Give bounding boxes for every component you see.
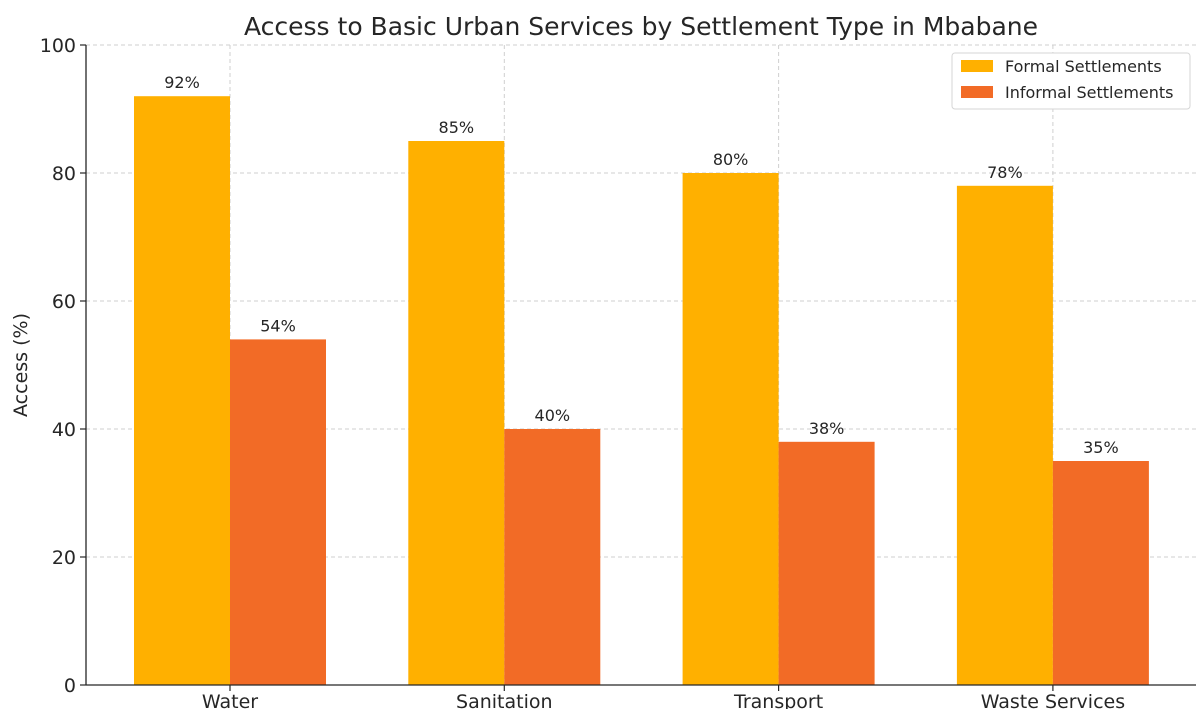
bar-formal-3 <box>956 185 1053 686</box>
data-label: 80% <box>713 150 749 169</box>
y-axis-ticks: 0 20 40 60 80 100 <box>40 35 86 697</box>
bar-informal-1 <box>504 429 601 685</box>
data-label: 92% <box>164 73 200 92</box>
y-tick-label: 0 <box>64 675 76 697</box>
legend-swatch-formal <box>961 60 993 72</box>
y-tick-label: 40 <box>52 419 76 441</box>
y-tick-label: 20 <box>52 547 76 569</box>
data-label: 35% <box>1083 438 1119 457</box>
legend-box <box>951 52 1191 110</box>
data-labels: 92% 85% 80% 78% 54% 40% 38% 35% <box>164 73 1118 457</box>
axes <box>85 45 1196 686</box>
data-label: 38% <box>809 419 845 438</box>
data-label: 54% <box>260 316 296 335</box>
bar-informal-3 <box>1052 461 1149 685</box>
x-category-label: Water <box>202 691 258 709</box>
data-label: 85% <box>439 118 475 137</box>
x-category-label: Waste Services <box>981 691 1125 709</box>
bar-formal-0 <box>134 96 230 685</box>
legend-label-formal: Formal Settlements <box>1005 57 1162 76</box>
x-category-label: Transport <box>733 691 823 709</box>
x-axis-categories: Water Sanitation Transport Waste Services <box>202 685 1125 713</box>
x-category-label: Sanitation <box>456 691 553 709</box>
y-tick-label: 80 <box>52 163 76 185</box>
legend: Formal Settlements Informal Settlements <box>951 52 1191 110</box>
bar-informal-2 <box>778 441 875 685</box>
bar-formal-1 <box>408 141 505 685</box>
y-tick-label: 60 <box>52 291 76 313</box>
legend-swatch-informal <box>961 86 993 98</box>
bar-formal-2 <box>682 173 779 685</box>
bar-informal-0 <box>230 339 326 685</box>
data-label: 78% <box>987 163 1023 182</box>
y-tick-label: 100 <box>40 35 76 57</box>
data-label: 40% <box>535 406 571 425</box>
legend-label-informal: Informal Settlements <box>1005 83 1174 102</box>
bars <box>134 96 1149 686</box>
y-axis-title: Access (%) <box>10 313 32 417</box>
chart-title: Access to Basic Urban Services by Settle… <box>244 12 1038 41</box>
